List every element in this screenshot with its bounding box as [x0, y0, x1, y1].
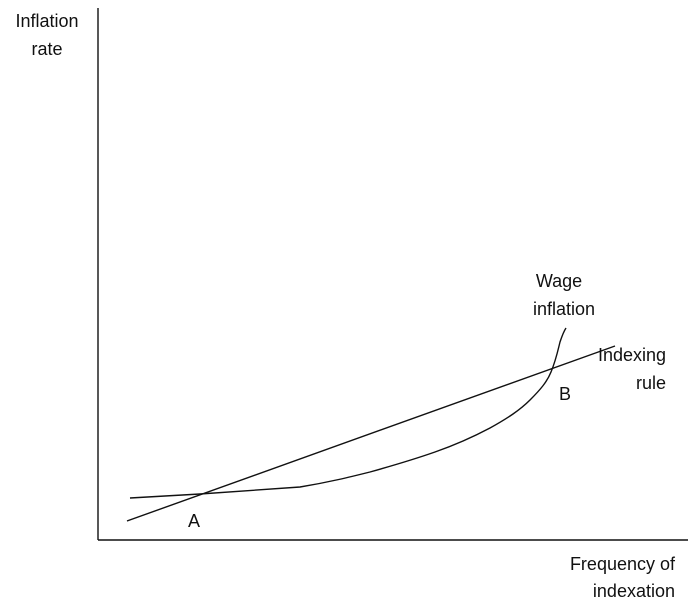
- curve-label: Indexing: [598, 345, 666, 365]
- wage-inflation-curve: [129, 327, 567, 499]
- curve-label: Wage: [536, 271, 582, 291]
- y-axis-label: Inflation: [15, 11, 78, 31]
- x-axis-label: Frequency of: [570, 554, 676, 574]
- point-label: B: [559, 384, 571, 404]
- x-axis-label: indexation: [593, 581, 675, 601]
- y-axis-label: rate: [31, 39, 62, 59]
- curve-label: inflation: [533, 299, 595, 319]
- curve-label: rule: [636, 373, 666, 393]
- point-label: A: [188, 511, 200, 531]
- indexing-rule-line: [126, 345, 616, 522]
